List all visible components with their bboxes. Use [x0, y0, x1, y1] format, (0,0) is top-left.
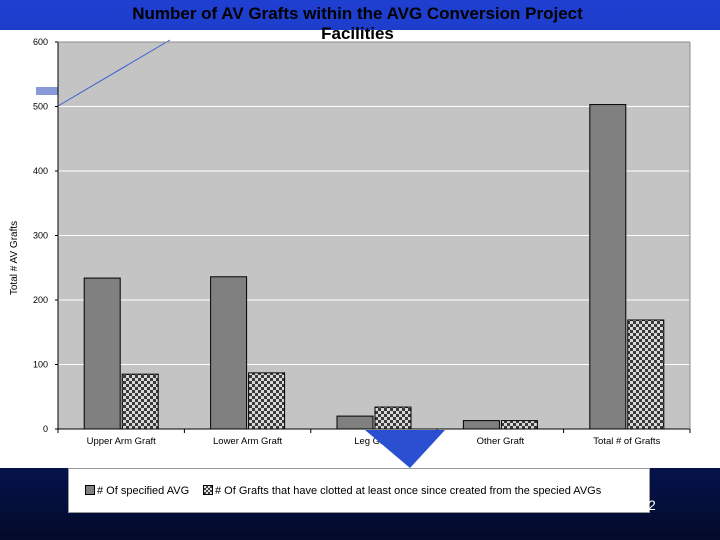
bar-clotted-1: [248, 372, 286, 430]
decorative-marker: [36, 87, 58, 95]
legend-item-specified: # Of specified AVG: [85, 485, 189, 497]
x-tick-label: Other Graft: [477, 436, 525, 447]
legend-swatch-clotted: [203, 485, 213, 495]
axes: [55, 41, 691, 433]
y-tick-label: 600: [33, 37, 48, 47]
bar-specified-0: [83, 277, 121, 430]
bars: [83, 104, 665, 430]
legend-swatch-specified: [85, 485, 95, 495]
bar-specified-2: [336, 415, 374, 430]
decorative-line: [57, 39, 171, 107]
bar-clotted-0: [121, 373, 159, 430]
legend: # Of specified AVG # Of Grafts that have…: [68, 468, 650, 513]
x-tick-label: Upper Arm Graft: [87, 436, 157, 447]
y-tick-label: 0: [43, 424, 48, 434]
bar-specified-4: [589, 104, 627, 430]
slide-number: 2: [648, 497, 656, 513]
x-tick-label: Total # of Grafts: [593, 436, 660, 447]
y-tick-label: 200: [33, 295, 48, 305]
bar-specified-3: [462, 420, 500, 430]
y-axis-title: Total # AV Grafts: [9, 221, 20, 295]
x-tick-label: Lower Arm Graft: [213, 436, 283, 447]
tick-labels: 0 100 200 300 400 500 600 Upper Arm Graft Lower …: [33, 37, 661, 447]
bar-clotted-2: [374, 406, 412, 430]
legend-label-clotted: # Of Grafts that have clotted at least o…: [215, 485, 602, 497]
bar-clotted-3: [500, 420, 538, 430]
legend-label-specified: # Of specified AVG: [97, 485, 190, 497]
bar-clotted-4: [627, 319, 665, 430]
y-tick-label: 500: [33, 102, 48, 112]
chart-title: Number of AV Grafts within the AVG Conve…: [132, 4, 583, 43]
x-tick-label: Leg Graft: [354, 436, 394, 447]
y-tick-label: 400: [33, 166, 48, 176]
bar-specified-1: [210, 276, 248, 430]
y-tick-label: 100: [33, 360, 48, 370]
legend-item-clotted: # Of Grafts that have clotted at least o…: [203, 485, 601, 497]
y-tick-label: 300: [33, 231, 48, 241]
decorative-triangle: [365, 430, 445, 468]
